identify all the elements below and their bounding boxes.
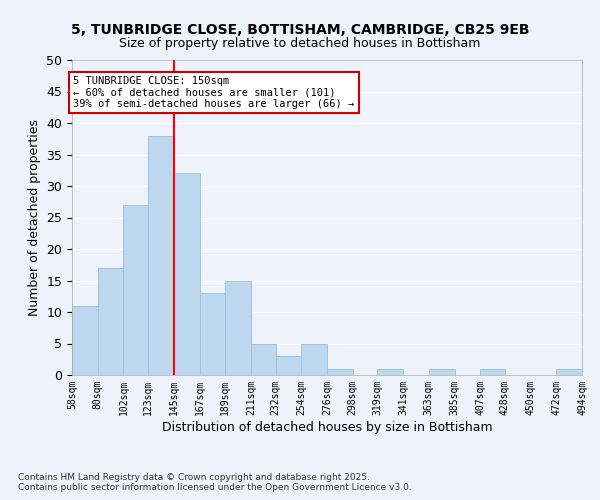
Bar xyxy=(174,174,199,375)
Bar xyxy=(148,136,174,375)
Bar xyxy=(377,368,403,375)
Text: Contains HM Land Registry data © Crown copyright and database right 2025.: Contains HM Land Registry data © Crown c… xyxy=(18,474,370,482)
Bar xyxy=(275,356,301,375)
X-axis label: Distribution of detached houses by size in Bottisham: Distribution of detached houses by size … xyxy=(161,420,493,434)
Text: Contains public sector information licensed under the Open Government Licence v3: Contains public sector information licen… xyxy=(18,484,412,492)
Text: 5 TUNBRIDGE CLOSE: 150sqm
← 60% of detached houses are smaller (101)
39% of semi: 5 TUNBRIDGE CLOSE: 150sqm ← 60% of detac… xyxy=(73,76,355,109)
Bar xyxy=(327,368,353,375)
Text: 5, TUNBRIDGE CLOSE, BOTTISHAM, CAMBRIDGE, CB25 9EB: 5, TUNBRIDGE CLOSE, BOTTISHAM, CAMBRIDGE… xyxy=(71,22,529,36)
Bar xyxy=(429,368,455,375)
Bar xyxy=(480,368,505,375)
Bar xyxy=(301,344,327,375)
Bar xyxy=(124,205,148,375)
Y-axis label: Number of detached properties: Number of detached properties xyxy=(28,119,41,316)
Text: Size of property relative to detached houses in Bottisham: Size of property relative to detached ho… xyxy=(119,38,481,51)
Bar xyxy=(556,368,582,375)
Bar xyxy=(225,280,251,375)
Bar xyxy=(72,306,98,375)
Bar xyxy=(251,344,275,375)
Bar xyxy=(199,293,225,375)
Bar xyxy=(98,268,124,375)
